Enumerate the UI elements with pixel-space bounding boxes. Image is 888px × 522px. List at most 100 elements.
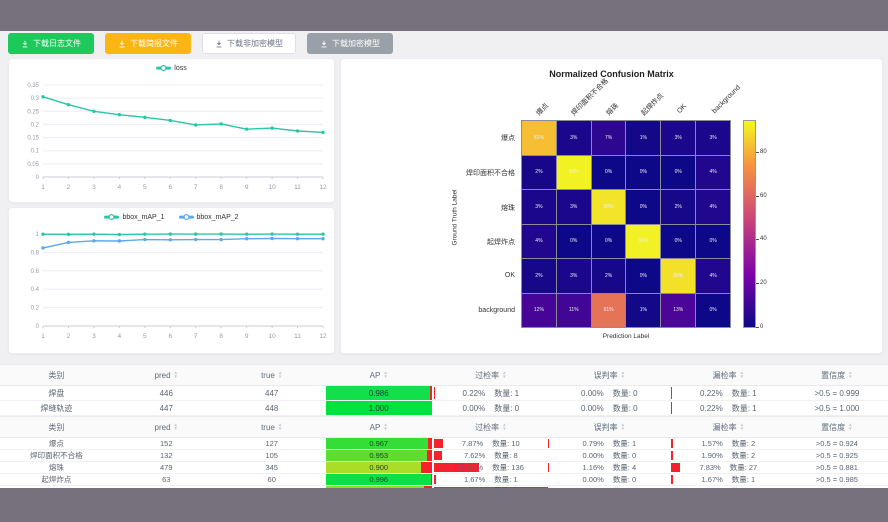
cm-col-label: 起焊炸点 — [639, 92, 665, 118]
legend-item-bbox_mAP_1[interactable]: bbox_mAP_1 — [104, 213, 165, 221]
svg-text:1: 1 — [41, 184, 45, 191]
download-icon — [22, 40, 28, 47]
column-header[interactable]: 过检率 ▲ ▼ — [433, 416, 548, 438]
map-chart-panel: bbox_mAP_1 bbox_mAP_2 0 0.2 0.4 0.6 0.8 1 1 2 3 4 5… — [8, 207, 335, 354]
svg-text:1: 1 — [36, 232, 40, 238]
true-cell: 60 — [219, 473, 324, 486]
class-cell: 焊缝轨迹 — [0, 400, 113, 416]
column-header[interactable]: pred ▲ ▼ — [112, 416, 220, 438]
cm-cell: 0% — [556, 224, 591, 258]
svg-text:0.4: 0.4 — [31, 287, 40, 293]
confidence-cell: >0.5 = 0.925 — [785, 449, 888, 462]
colorbar-tick: 60 — [756, 192, 767, 199]
download-encrypted-model-button[interactable]: 下载加密模型 — [307, 33, 393, 54]
true-cell: 345 — [219, 461, 324, 474]
rate-cell: 39.42% 数量: 136 — [433, 461, 548, 474]
column-header[interactable]: 漏检率 ▲ ▼ — [670, 364, 786, 386]
column-header[interactable]: 误判率 ▲ ▼ — [547, 416, 671, 438]
true-cell: 127 — [219, 437, 324, 450]
column-header[interactable]: 置信度 ▲ ▼ — [785, 364, 888, 386]
sort-icon[interactable]: ▲ ▼ — [620, 422, 626, 431]
rate-cell: 1.67% 数量: 1 — [433, 473, 548, 486]
confidence-cell: >0.5 = 0.924 — [785, 437, 888, 450]
cm-cell: 0% — [661, 224, 696, 258]
ap-cell: 1.000 — [323, 400, 434, 416]
sort-icon[interactable]: ▲ ▼ — [173, 422, 178, 431]
column-header[interactable]: true ▲ ▼ — [219, 364, 324, 386]
cm-row-label: 熔珠 — [501, 204, 515, 212]
sort-icon[interactable]: ▲ ▼ — [277, 370, 283, 379]
colorbar-tick: 40 — [756, 236, 767, 243]
ap-cell: 0.900 — [323, 461, 434, 474]
table-row: 爆点 152 127 0.967 7.87% 数量: 10 0.79% 数量: 1 1.57% 数… — [0, 437, 888, 450]
cm-cell: 93% — [626, 224, 661, 258]
cm-cell: 0% — [696, 293, 730, 327]
cm-row-label: OK — [504, 272, 515, 279]
sort-icon[interactable]: ▲ ▼ — [173, 370, 178, 379]
cm-cell: 7% — [591, 121, 626, 155]
column-header[interactable]: true ▲ ▼ — [219, 416, 324, 438]
svg-text:2: 2 — [67, 184, 71, 191]
svg-text:0.6: 0.6 — [31, 269, 40, 275]
column-header[interactable]: AP ▲ ▼ — [323, 364, 434, 386]
column-header[interactable]: pred ▲ ▼ — [112, 364, 220, 386]
column-header[interactable]: 误判率 ▲ ▼ — [547, 364, 671, 386]
class-cell: 焊印面积不合格 — [0, 449, 113, 462]
sort-icon[interactable]: ▲ ▼ — [620, 370, 626, 379]
rate-cell: 0.00%数量: 0 — [547, 449, 671, 462]
confidence-cell: >0.5 = 0.999 — [785, 385, 888, 401]
column-header[interactable]: 置信度 ▲ ▼ — [785, 416, 888, 438]
download-icon — [216, 40, 222, 47]
svg-text:0.1: 0.1 — [31, 149, 40, 155]
sort-icon[interactable]: ▲ ▼ — [848, 370, 853, 379]
table-row: 焊印面积不合格 132 105 0.953 7.62% 数量: 8 0.00% 数量: 0 1.… — [0, 449, 888, 462]
svg-text:7: 7 — [194, 184, 198, 191]
cm-cell: 0% — [626, 259, 661, 293]
confidence-cell: >0.5 = 1.000 — [785, 400, 888, 416]
metrics-table-2: 类别 pred ▲ ▼ true ▲ ▼ AP ▲ ▼ 过检率 ▲ ▼ 误判率 ▲ ▼ 漏检率 ▲ ▼ 置信度 ▲ ▼ 爆点… — [0, 416, 888, 498]
svg-text:10: 10 — [268, 184, 276, 191]
rate-cell: 1.90% 数量: 2 — [670, 449, 786, 462]
column-header[interactable]: AP ▲ ▼ — [323, 416, 434, 438]
download-report-button[interactable]: 下载简报文件 — [105, 33, 191, 54]
legend-item-loss[interactable]: loss — [156, 64, 187, 72]
column-header[interactable]: 过检率 ▲ ▼ — [433, 364, 548, 386]
sort-icon[interactable]: ▲ ▼ — [502, 370, 507, 379]
download-log-button[interactable]: 下载日志文件 — [8, 33, 94, 54]
svg-text:6: 6 — [168, 184, 172, 191]
sort-icon[interactable]: ▲ ▼ — [277, 422, 283, 431]
download-unencrypted-model-button[interactable]: 下载非加密模型 — [202, 33, 296, 54]
cm-cell: 11% — [556, 293, 591, 327]
cm-cell: 61% — [591, 293, 626, 327]
cm-cell: 0% — [626, 155, 661, 189]
sort-icon[interactable]: ▲ ▼ — [739, 422, 745, 431]
rate-cell: 0.79% 数量: 1 — [547, 437, 671, 450]
download-icon — [119, 40, 125, 47]
cm-row-label: background — [478, 306, 515, 314]
rate-cell: 7.62% 数量: 8 — [433, 449, 548, 462]
bottom-window-bar — [0, 488, 888, 522]
map-chart-legend: bbox_mAP_1 bbox_mAP_2 — [9, 208, 334, 226]
svg-text:0.2: 0.2 — [31, 122, 40, 128]
cm-col-label: 爆点 — [534, 102, 550, 118]
legend-marker-icon — [156, 64, 172, 72]
sort-icon[interactable]: ▲ ▼ — [383, 422, 388, 431]
cm-cell: 0% — [591, 155, 626, 189]
button-label: 下载加密模型 — [332, 39, 380, 48]
table-row: 熔珠 479 345 0.900 39.42% 数量: 136 1.16% 数量: 4 7.83… — [0, 461, 888, 474]
rate-cell: 0.22% 数量: 1 — [670, 385, 786, 401]
sort-icon[interactable]: ▲ ▼ — [848, 422, 853, 431]
column-header[interactable]: 漏检率 ▲ ▼ — [670, 416, 786, 438]
cm-cell: 4% — [696, 155, 730, 189]
svg-text:7: 7 — [194, 333, 198, 340]
class-cell: 焊盘 — [0, 385, 113, 401]
class-cell: 熔珠 — [0, 461, 113, 474]
legend-item-bbox_mAP_2[interactable]: bbox_mAP_2 — [178, 213, 239, 221]
sort-icon[interactable]: ▲ ▼ — [739, 370, 745, 379]
sort-icon[interactable]: ▲ ▼ — [502, 422, 507, 431]
cm-cell: 89% — [661, 259, 696, 293]
sort-icon[interactable]: ▲ ▼ — [383, 370, 388, 379]
cm-cell: 2% — [522, 259, 556, 293]
colorbar-tick: 0 — [755, 324, 764, 330]
cm-cell: 0% — [696, 224, 730, 258]
